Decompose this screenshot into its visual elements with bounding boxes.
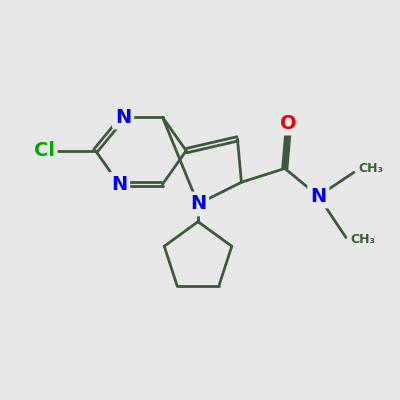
Text: N: N	[190, 194, 206, 214]
Text: Cl: Cl	[34, 141, 55, 160]
Text: CH₃: CH₃	[351, 233, 376, 246]
Text: N: N	[310, 186, 326, 206]
Text: O: O	[280, 114, 297, 132]
Text: N: N	[115, 108, 131, 127]
Text: N: N	[111, 175, 127, 194]
Text: CH₃: CH₃	[358, 162, 384, 175]
